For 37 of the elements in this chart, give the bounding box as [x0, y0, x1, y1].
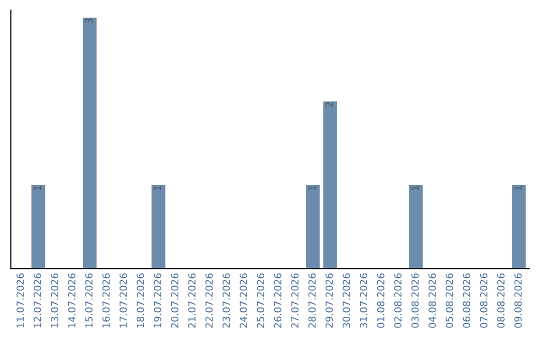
data-label: 1 [308, 186, 316, 190]
x-tick-label: 03.08.2026 [411, 273, 419, 328]
x-tick-label: 21.07.2026 [188, 273, 196, 328]
x-tick-label: 12.07.2026 [34, 273, 42, 328]
x-tick-label: 01.08.2026 [377, 273, 384, 328]
data-label: 1 [154, 186, 162, 190]
x-tick-label: 19.07.2026 [154, 273, 162, 328]
x-tick-label: 08.08.2026 [497, 273, 505, 328]
x-tick-label: 07.08.2026 [480, 273, 488, 328]
x-tick-label: 13.07.2026 [50, 273, 58, 328]
x-tick-label: 16.07.2026 [102, 273, 110, 328]
x-tick-label: 15.07.2026 [85, 273, 93, 328]
data-label: 3 [85, 18, 93, 24]
x-tick-label: 09.08.2026 [514, 273, 522, 328]
x-tick-label: 24.07.2026 [240, 273, 248, 328]
x-tick-label: 25.07.2026 [256, 273, 264, 328]
x-tick-label: 31.07.2026 [360, 273, 368, 328]
x-tick-label: 11.07.2026 [16, 273, 24, 328]
x-tick-label: 04.08.2026 [428, 273, 436, 328]
data-label: 1 [34, 186, 41, 190]
x-tick-label: 02.08.2026 [394, 273, 402, 328]
x-tick-label: 30.07.2026 [342, 273, 350, 328]
x-tick-label: 14.07.2026 [68, 273, 76, 328]
x-tick-label: 29.07.2026 [326, 273, 333, 328]
x-tick-label: 27.07.2026 [291, 273, 299, 328]
x-tick-label: 26.07.2026 [274, 273, 282, 328]
x-tick-label: 05.08.2026 [446, 273, 454, 328]
x-tick-label: 22.07.2026 [205, 273, 213, 328]
x-tick-label: 18.07.2026 [136, 273, 144, 328]
x-tick-label: 28.07.2026 [308, 273, 316, 328]
x-tick-label: 23.07.2026 [222, 273, 230, 328]
data-label: 1 [412, 186, 419, 190]
data-label: 2 [326, 102, 333, 107]
x-tick-label: 06.08.2026 [462, 273, 470, 328]
x-tick-label: 20.07.2026 [171, 273, 178, 328]
x-tick-label: 17.07.2026 [120, 273, 127, 328]
data-label: 1 [514, 186, 522, 190]
